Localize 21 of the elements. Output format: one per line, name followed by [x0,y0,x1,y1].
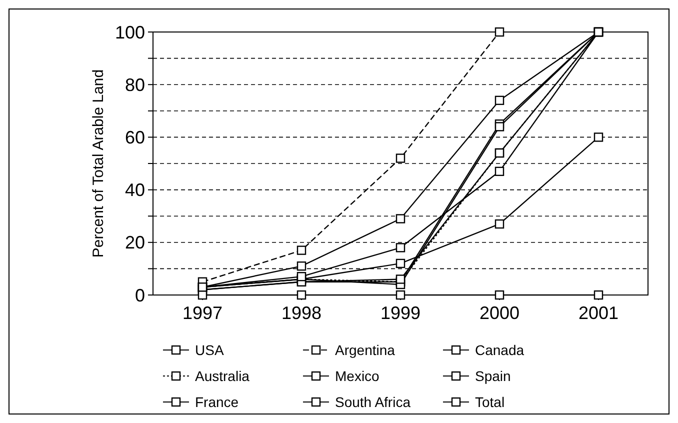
legend-label: Australia [195,368,250,384]
x-tick-label: 1997 [182,303,223,323]
y-tick-label: 80 [124,74,145,95]
legend-label: Canada [475,342,524,358]
legend-label: USA [195,342,224,358]
x-tick-label: 2000 [479,303,520,323]
y-tick-label: 100 [114,22,145,42]
y-axis-title: Percent of Total Arable Land [90,69,107,258]
legend-label: Spain [475,368,511,384]
y-tick-label: 40 [124,180,145,200]
legend-label: Argentina [335,342,396,358]
legend-label: France [195,394,239,410]
legend-label: South Africa [335,394,411,410]
x-tick-label: 1999 [380,303,421,323]
legend-label: Mexico [335,368,380,384]
legend-label: Total [475,394,505,410]
y-tick-label: 60 [124,128,145,148]
y-tick-label: 0 [134,285,145,306]
x-tick-label: 2001 [578,303,619,323]
x-tick-label: 1998 [281,303,322,323]
y-tick-label: 20 [124,232,145,253]
